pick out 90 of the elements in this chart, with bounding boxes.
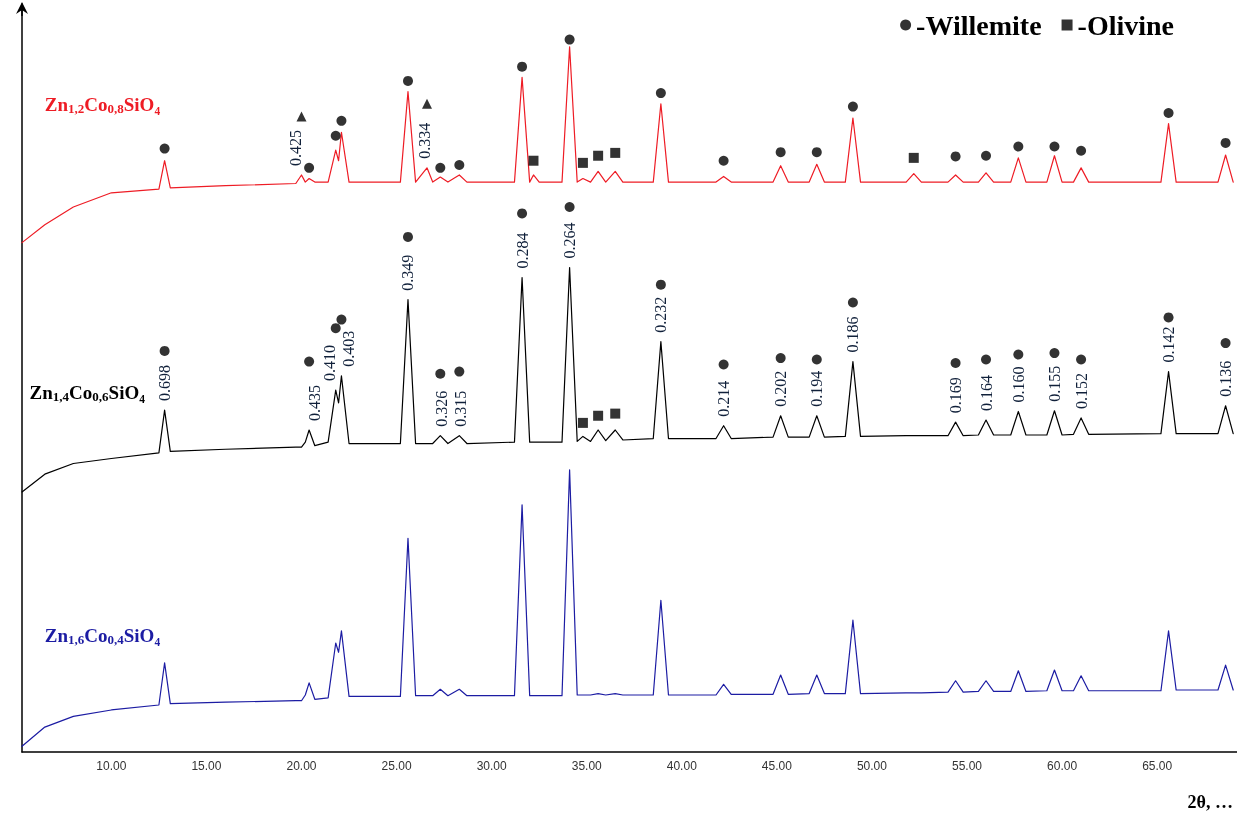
point <box>1049 141 1060 152</box>
x-tick-label: 20.00 <box>286 759 317 773</box>
point <box>1049 348 1060 359</box>
point <box>336 314 347 325</box>
point <box>422 98 432 109</box>
point <box>847 101 858 112</box>
annotation: 0.410 <box>320 345 338 382</box>
x-axis-title: 2θ, … <box>1187 792 1234 812</box>
point <box>1220 137 1231 148</box>
point <box>330 323 341 334</box>
point <box>435 162 446 173</box>
annotation: 0.326 <box>433 390 451 427</box>
annotation: 0.284 <box>513 232 531 269</box>
point <box>847 297 858 308</box>
point <box>159 143 170 154</box>
point <box>403 231 413 242</box>
point <box>454 366 465 377</box>
annotation: 0.186 <box>844 316 862 353</box>
point <box>336 115 347 126</box>
annotation: 0.194 <box>808 370 826 407</box>
point <box>610 408 621 419</box>
point <box>330 130 341 141</box>
annotation: 0.425 <box>287 129 305 166</box>
point <box>811 354 822 365</box>
point <box>304 162 315 173</box>
x-tick-label: 15.00 <box>191 759 222 773</box>
point <box>950 358 961 369</box>
x-tick-label: 25.00 <box>381 759 412 773</box>
point <box>775 147 786 158</box>
point <box>159 345 170 356</box>
annotation: 0.164 <box>977 375 995 412</box>
point <box>517 208 528 219</box>
legend-label: -Olivine <box>1077 9 1175 41</box>
point <box>655 88 666 99</box>
point <box>1076 145 1087 156</box>
point <box>981 150 992 161</box>
legend-label: -Willemite <box>916 9 1042 41</box>
point <box>1013 141 1024 152</box>
annotation: 0.698 <box>156 365 174 402</box>
point <box>593 150 604 161</box>
point <box>593 410 604 421</box>
annotation: 0.315 <box>452 390 470 427</box>
point <box>528 155 539 166</box>
annotation: 0.232 <box>652 296 670 333</box>
x-tick-label: 40.00 <box>666 759 698 773</box>
annotation: 0.169 <box>947 377 965 414</box>
x-tick-label: 45.00 <box>761 759 793 773</box>
point <box>403 75 413 86</box>
x-tick-label: 35.00 <box>571 759 603 773</box>
annotation: 0.160 <box>1009 366 1027 403</box>
annotation: 0.264 <box>561 222 579 259</box>
annotation: 0.214 <box>715 380 733 417</box>
point <box>1220 338 1231 349</box>
point <box>908 152 919 163</box>
point <box>1076 354 1087 365</box>
point <box>950 151 961 162</box>
point <box>811 147 822 158</box>
point <box>655 279 666 290</box>
x-tick-label: 65.00 <box>1142 759 1173 773</box>
annotation: 0.403 <box>339 330 357 367</box>
point <box>454 160 465 170</box>
x-tick-label: 55.00 <box>951 759 983 773</box>
x-tick-label: 30.00 <box>476 759 507 773</box>
annotation: 0.435 <box>306 385 324 421</box>
annotation: 0.334 <box>415 122 433 159</box>
point <box>517 61 528 72</box>
point <box>564 34 575 45</box>
x-tick-label: 10.00 <box>96 759 127 773</box>
point <box>718 155 729 166</box>
x-tick-label: 50.00 <box>856 759 888 773</box>
annotation: 0.155 <box>1045 365 1063 402</box>
point <box>577 417 588 428</box>
point <box>1013 349 1024 360</box>
point <box>577 157 588 168</box>
point <box>435 368 446 379</box>
point <box>304 356 315 367</box>
point <box>718 359 729 370</box>
point <box>564 202 575 213</box>
x-tick-label: 60.00 <box>1047 759 1078 773</box>
point <box>610 147 621 158</box>
annotation: 0.349 <box>399 254 417 291</box>
point <box>296 111 307 122</box>
annotation: 0.142 <box>1160 326 1178 363</box>
annotation: 0.136 <box>1217 360 1235 397</box>
annotation: 0.152 <box>1072 372 1090 409</box>
point <box>775 353 786 364</box>
point <box>1163 312 1174 323</box>
point <box>1163 108 1174 118</box>
annotation: 0.202 <box>772 370 790 407</box>
point <box>981 354 992 365</box>
